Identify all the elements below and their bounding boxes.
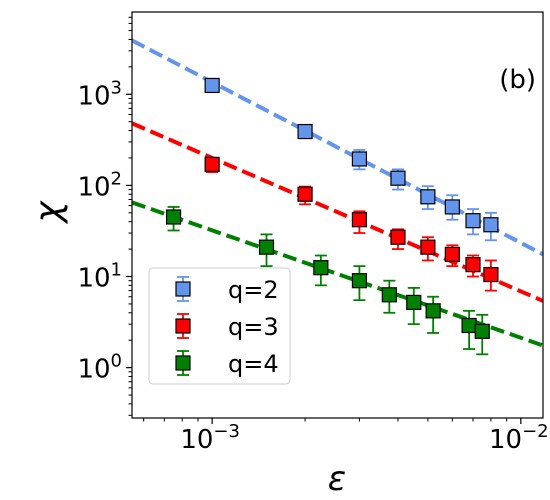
legend-label: q=3: [228, 313, 279, 341]
data-point: [420, 239, 436, 255]
legend-label: q=2: [228, 276, 279, 304]
data-point: [165, 209, 182, 225]
plot-layer: [132, 38, 543, 356]
series-2: [204, 156, 499, 292]
panel-label: (b): [499, 65, 536, 95]
data-point: [351, 273, 368, 289]
data-point: [483, 266, 499, 283]
data-point: [483, 217, 499, 233]
tick-label: 103: [77, 77, 122, 111]
data-point: [204, 77, 220, 94]
data-point: [444, 246, 460, 262]
series-3: [165, 206, 490, 356]
data-point: [313, 260, 329, 276]
tick-label-base: 10: [77, 264, 110, 294]
data-point: [390, 229, 406, 245]
tick-label-exponent: 3: [111, 77, 122, 98]
legend-marker: [175, 355, 191, 371]
tick-label: 10−3: [180, 421, 240, 455]
tick-label-exponent: 0: [111, 351, 122, 372]
data-point: [420, 189, 436, 205]
data-point: [465, 213, 481, 229]
tick-label-base: 10: [180, 425, 213, 455]
legend-label: q=4: [228, 350, 279, 378]
legend-item-q4: q=4: [175, 350, 279, 378]
legend-items: q=2 q=3 q=4: [175, 276, 279, 378]
data-point: [425, 303, 441, 319]
tick-label-base: 10: [489, 425, 522, 455]
legend-marker: [175, 281, 191, 297]
plot-frame: [131, 11, 544, 419]
tick-label: 10−2: [489, 421, 549, 455]
data-point: [390, 170, 406, 186]
data-point: [351, 212, 368, 228]
data-point: [461, 317, 477, 334]
tick-label: 102: [77, 168, 122, 202]
legend-marker: [175, 318, 191, 334]
series-1: [204, 77, 499, 242]
tick-label-base: 10: [77, 355, 110, 385]
x-axis-label: ε: [328, 459, 346, 499]
data-point: [465, 257, 481, 273]
data-point: [444, 199, 460, 215]
data-point: [474, 323, 490, 339]
data-point: [258, 239, 275, 255]
tick-label-base: 10: [77, 172, 110, 202]
y-axis-label: χ: [28, 200, 69, 225]
legend-box: [148, 267, 291, 385]
tick-label-exponent: −3: [213, 421, 240, 442]
legend-item-q3: q=3: [175, 313, 279, 341]
tick-label-base: 10: [77, 81, 110, 111]
data-point: [351, 151, 368, 167]
data-point: [406, 294, 422, 310]
data-point: [297, 186, 313, 202]
data-point: [381, 287, 397, 303]
tick-label-exponent: 1: [111, 260, 122, 281]
data-point: [297, 123, 313, 140]
legend-item-q2: q=2: [175, 276, 279, 304]
data-point: [204, 156, 220, 173]
tick-label: 100: [77, 351, 122, 385]
tick-label-exponent: −2: [522, 421, 549, 442]
tick-label: 101: [77, 260, 122, 294]
tick-label-exponent: 2: [111, 168, 122, 189]
legend: q=2 q=3 q=4: [148, 267, 291, 385]
